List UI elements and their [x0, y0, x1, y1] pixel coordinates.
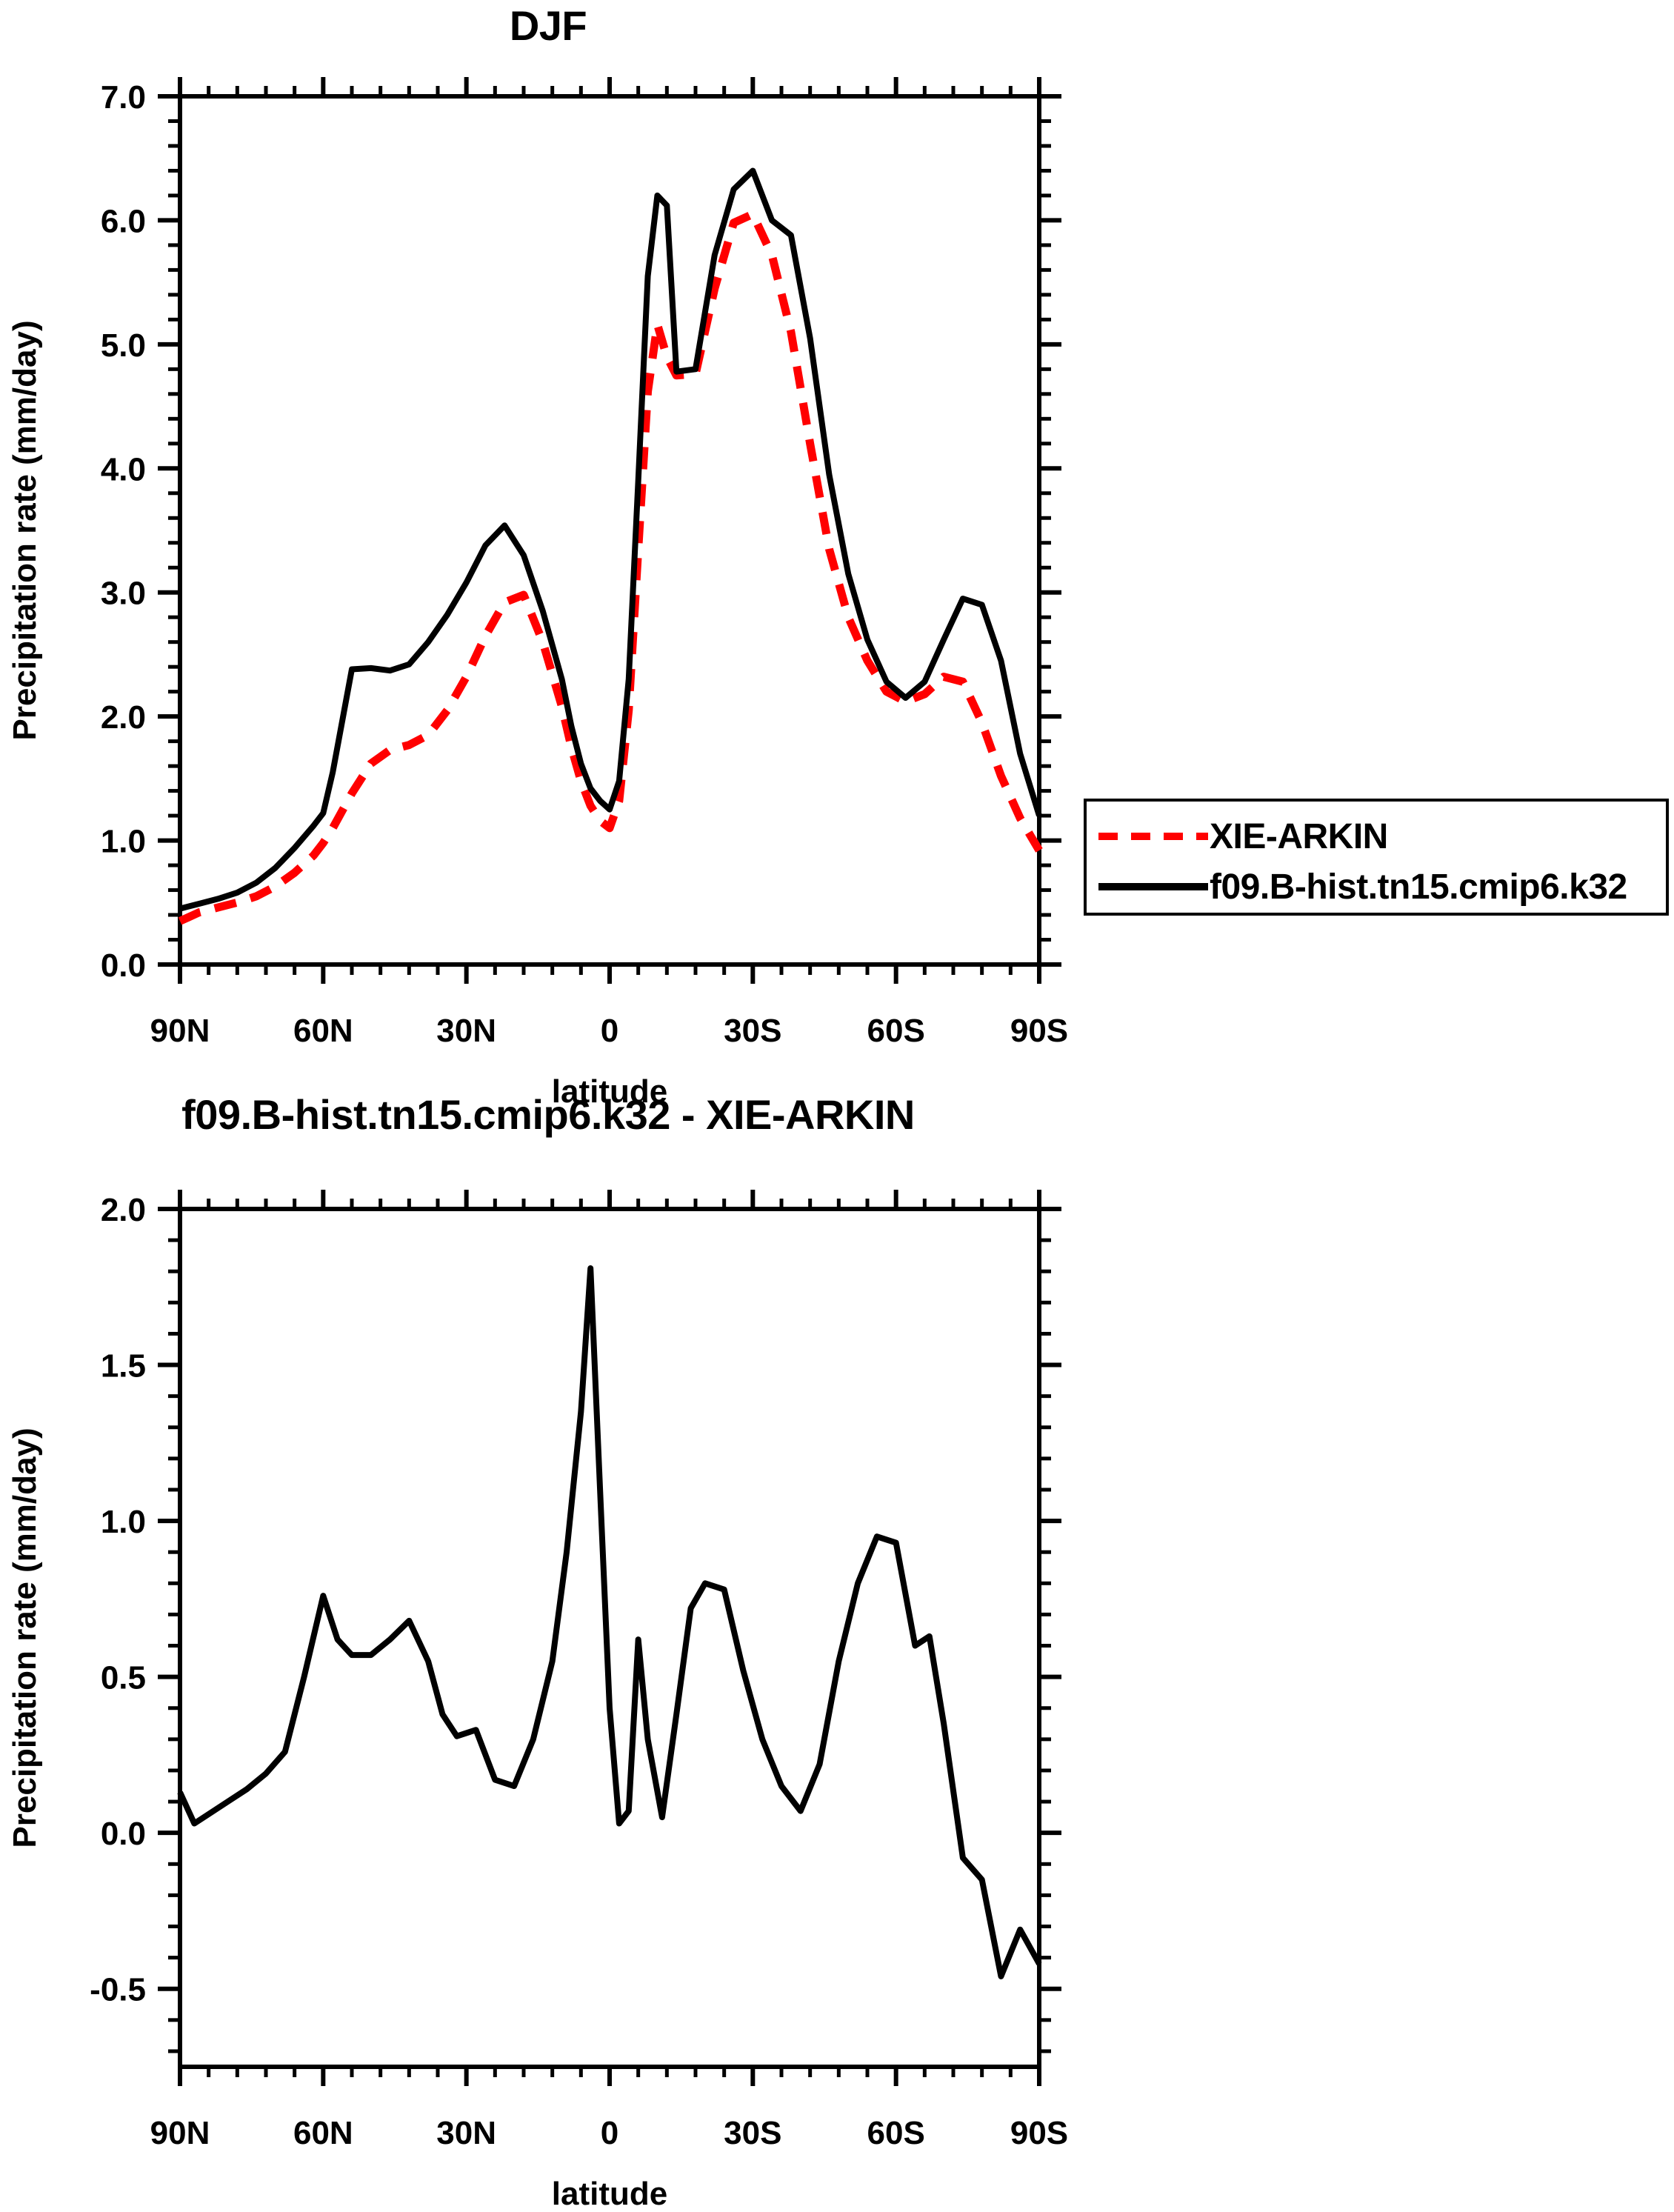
y-tick-label: -0.5 — [90, 1972, 146, 2008]
x-tick-label: 90N — [150, 2115, 210, 2151]
chart-canvas-top: 90N 60N 30N 0 30S 60S 90S 0.0 1.0 2.0 3.0 4.0 5.0 6.0… — [7, 77, 1068, 1110]
x-tick-label: 60N — [293, 1013, 353, 1049]
x-tick-label: 30S — [724, 1013, 781, 1049]
legend-box: XIE-ARKIN f09.B-hist.tn15.cmip6.k32 — [1084, 799, 1669, 916]
legend-swatch-dashed-red — [1098, 833, 1208, 840]
y-tick-label: 2.0 — [101, 1192, 146, 1228]
y-tick-label: 7.0 — [101, 79, 146, 116]
y-tick-label: 0.0 — [101, 1816, 146, 1852]
legend-entry-model: f09.B-hist.tn15.cmip6.k32 — [1087, 861, 1666, 913]
x-axis-label: latitude — [552, 1073, 667, 1110]
series-line-0 — [178, 210, 1043, 925]
x-tick-label: 60N — [293, 2115, 353, 2151]
y-tick-label: 6.0 — [101, 203, 146, 239]
y-tick-label: 3.0 — [101, 576, 146, 612]
legend-label-1: f09.B-hist.tn15.cmip6.k32 — [1210, 867, 1627, 907]
x-tick-label: 30S — [724, 2115, 781, 2151]
legend-label-0: XIE-ARKIN — [1210, 816, 1388, 856]
y-axis-label: Precipitation rate (mm/day) — [7, 320, 43, 740]
chart-title-bottom: f09.B-hist.tn15.cmip6.k32 - XIE-ARKIN — [181, 1091, 915, 1138]
chart-panel-top: DJF 90N 60N 30N 0 30S 60S 90S 0.0 1.0 2.0 3.0 4.0 5.… — [7, 2, 1068, 1110]
series-line-1 — [179, 167, 1042, 912]
y-tick-label: 2.0 — [101, 699, 146, 736]
x-tick-label: 0 — [601, 2115, 618, 2151]
x-axis-label: latitude — [552, 2176, 667, 2212]
y-tick-label: 1.0 — [101, 1504, 146, 1540]
chart-canvas-bottom: 90N 60N 30N 0 30S 60S 90S -0.5 0.0 0.5 1.0 1.5 2.0 la… — [7, 1190, 1068, 2212]
x-tick-label: 90S — [1010, 2115, 1068, 2151]
x-tick-label: 30N — [436, 1013, 496, 1049]
y-tick-label: 0.5 — [101, 1660, 146, 1696]
x-tick-label: 30N — [436, 2115, 496, 2151]
legend-swatch-solid-black — [1098, 883, 1208, 890]
x-tick-label: 90N — [150, 1013, 210, 1049]
y-tick-label: 5.0 — [101, 327, 146, 364]
y-tick-label: 1.5 — [101, 1348, 146, 1385]
x-tick-label: 90S — [1010, 1013, 1068, 1049]
y-axis-label: Precipitation rate (mm/day) — [7, 1428, 43, 1848]
x-tick-label: 60S — [867, 1013, 925, 1049]
series-line-0 — [177, 1265, 1042, 1979]
x-tick-label: 0 — [601, 1013, 618, 1049]
y-tick-label: 0.0 — [101, 947, 146, 984]
chart-panel-bottom: f09.B-hist.tn15.cmip6.k32 - XIE-ARKIN 90… — [0, 1074, 1674, 2212]
legend-entry-xie-arkin: XIE-ARKIN — [1087, 810, 1666, 862]
x-tick-label: 60S — [867, 2115, 925, 2151]
chart-title-top: DJF — [509, 2, 587, 49]
y-tick-label: 1.0 — [101, 824, 146, 860]
y-tick-label: 4.0 — [101, 451, 146, 487]
